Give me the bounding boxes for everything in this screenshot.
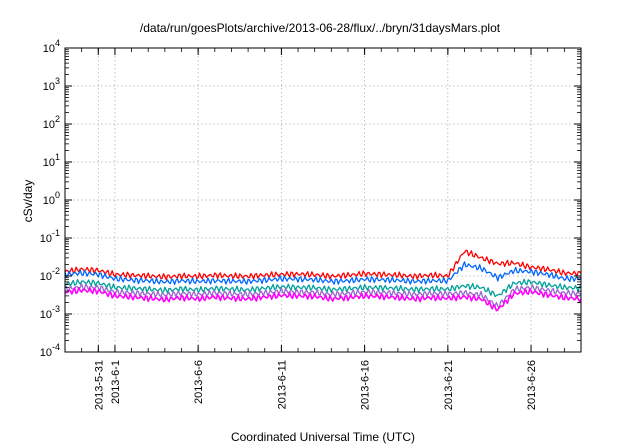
- grid: [65, 48, 581, 352]
- x-tick-label: 2013-6-1: [110, 360, 122, 404]
- y-tick-exponent: 1: [55, 152, 60, 162]
- y-tick-exponent: 2: [55, 114, 60, 124]
- y-tick-label: 101: [43, 152, 60, 169]
- y-tick-base: 10: [40, 271, 52, 283]
- y-axis-label: cSv/day: [21, 180, 35, 223]
- x-tick-label: 2013-6-21: [443, 360, 455, 410]
- y-tick-base: 10: [43, 195, 55, 207]
- y-tick-base: 10: [43, 43, 55, 55]
- series-line: [64, 261, 582, 286]
- plot-frame: [64, 47, 582, 353]
- y-tick-label: 100: [43, 190, 60, 207]
- y-tick-exponent: 0: [55, 190, 60, 200]
- y-tick-base: 10: [40, 233, 52, 245]
- y-tick-exponent: -2: [52, 266, 60, 276]
- x-tick-label: 2013-6-6: [193, 360, 205, 404]
- x-tick-label: 2013-5-31: [93, 360, 105, 410]
- x-tick-label: 2013-6-16: [360, 360, 372, 410]
- y-tick-label: 10-1: [40, 228, 60, 245]
- series-line: [64, 287, 582, 312]
- y-tick-exponent: -4: [52, 342, 60, 352]
- y-tick-label: 10-4: [40, 342, 60, 359]
- y-tick-label: 102: [43, 114, 60, 131]
- x-tick-label: 2013-6-26: [526, 360, 538, 410]
- y-tick-exponent: 4: [55, 38, 60, 48]
- y-tick-base: 10: [43, 119, 55, 131]
- y-tick-exponent: 3: [55, 76, 60, 86]
- x-tick-label: 2013-6-11: [276, 360, 288, 409]
- y-tick-label: 103: [43, 76, 60, 93]
- y-tick-base: 10: [40, 347, 52, 359]
- y-tick-base: 10: [43, 157, 55, 169]
- y-tick-exponent: -1: [52, 228, 60, 238]
- y-tick-label: 10-3: [40, 304, 60, 321]
- chart-title: /data/run/goesPlots/archive/2013-06-28/f…: [140, 21, 501, 35]
- tick-group: 10-410-310-210-11001011021031042013-5-31…: [40, 38, 582, 410]
- series-line: [64, 249, 582, 281]
- series-group: [64, 249, 582, 312]
- y-tick-label: 104: [43, 38, 60, 55]
- y-tick-base: 10: [40, 309, 52, 321]
- x-axis-label: Coordinated Universal Time (UTC): [231, 430, 415, 444]
- y-tick-base: 10: [43, 81, 55, 93]
- y-tick-label: 10-2: [40, 266, 60, 283]
- series-line: [64, 278, 582, 298]
- y-tick-exponent: -3: [52, 304, 60, 314]
